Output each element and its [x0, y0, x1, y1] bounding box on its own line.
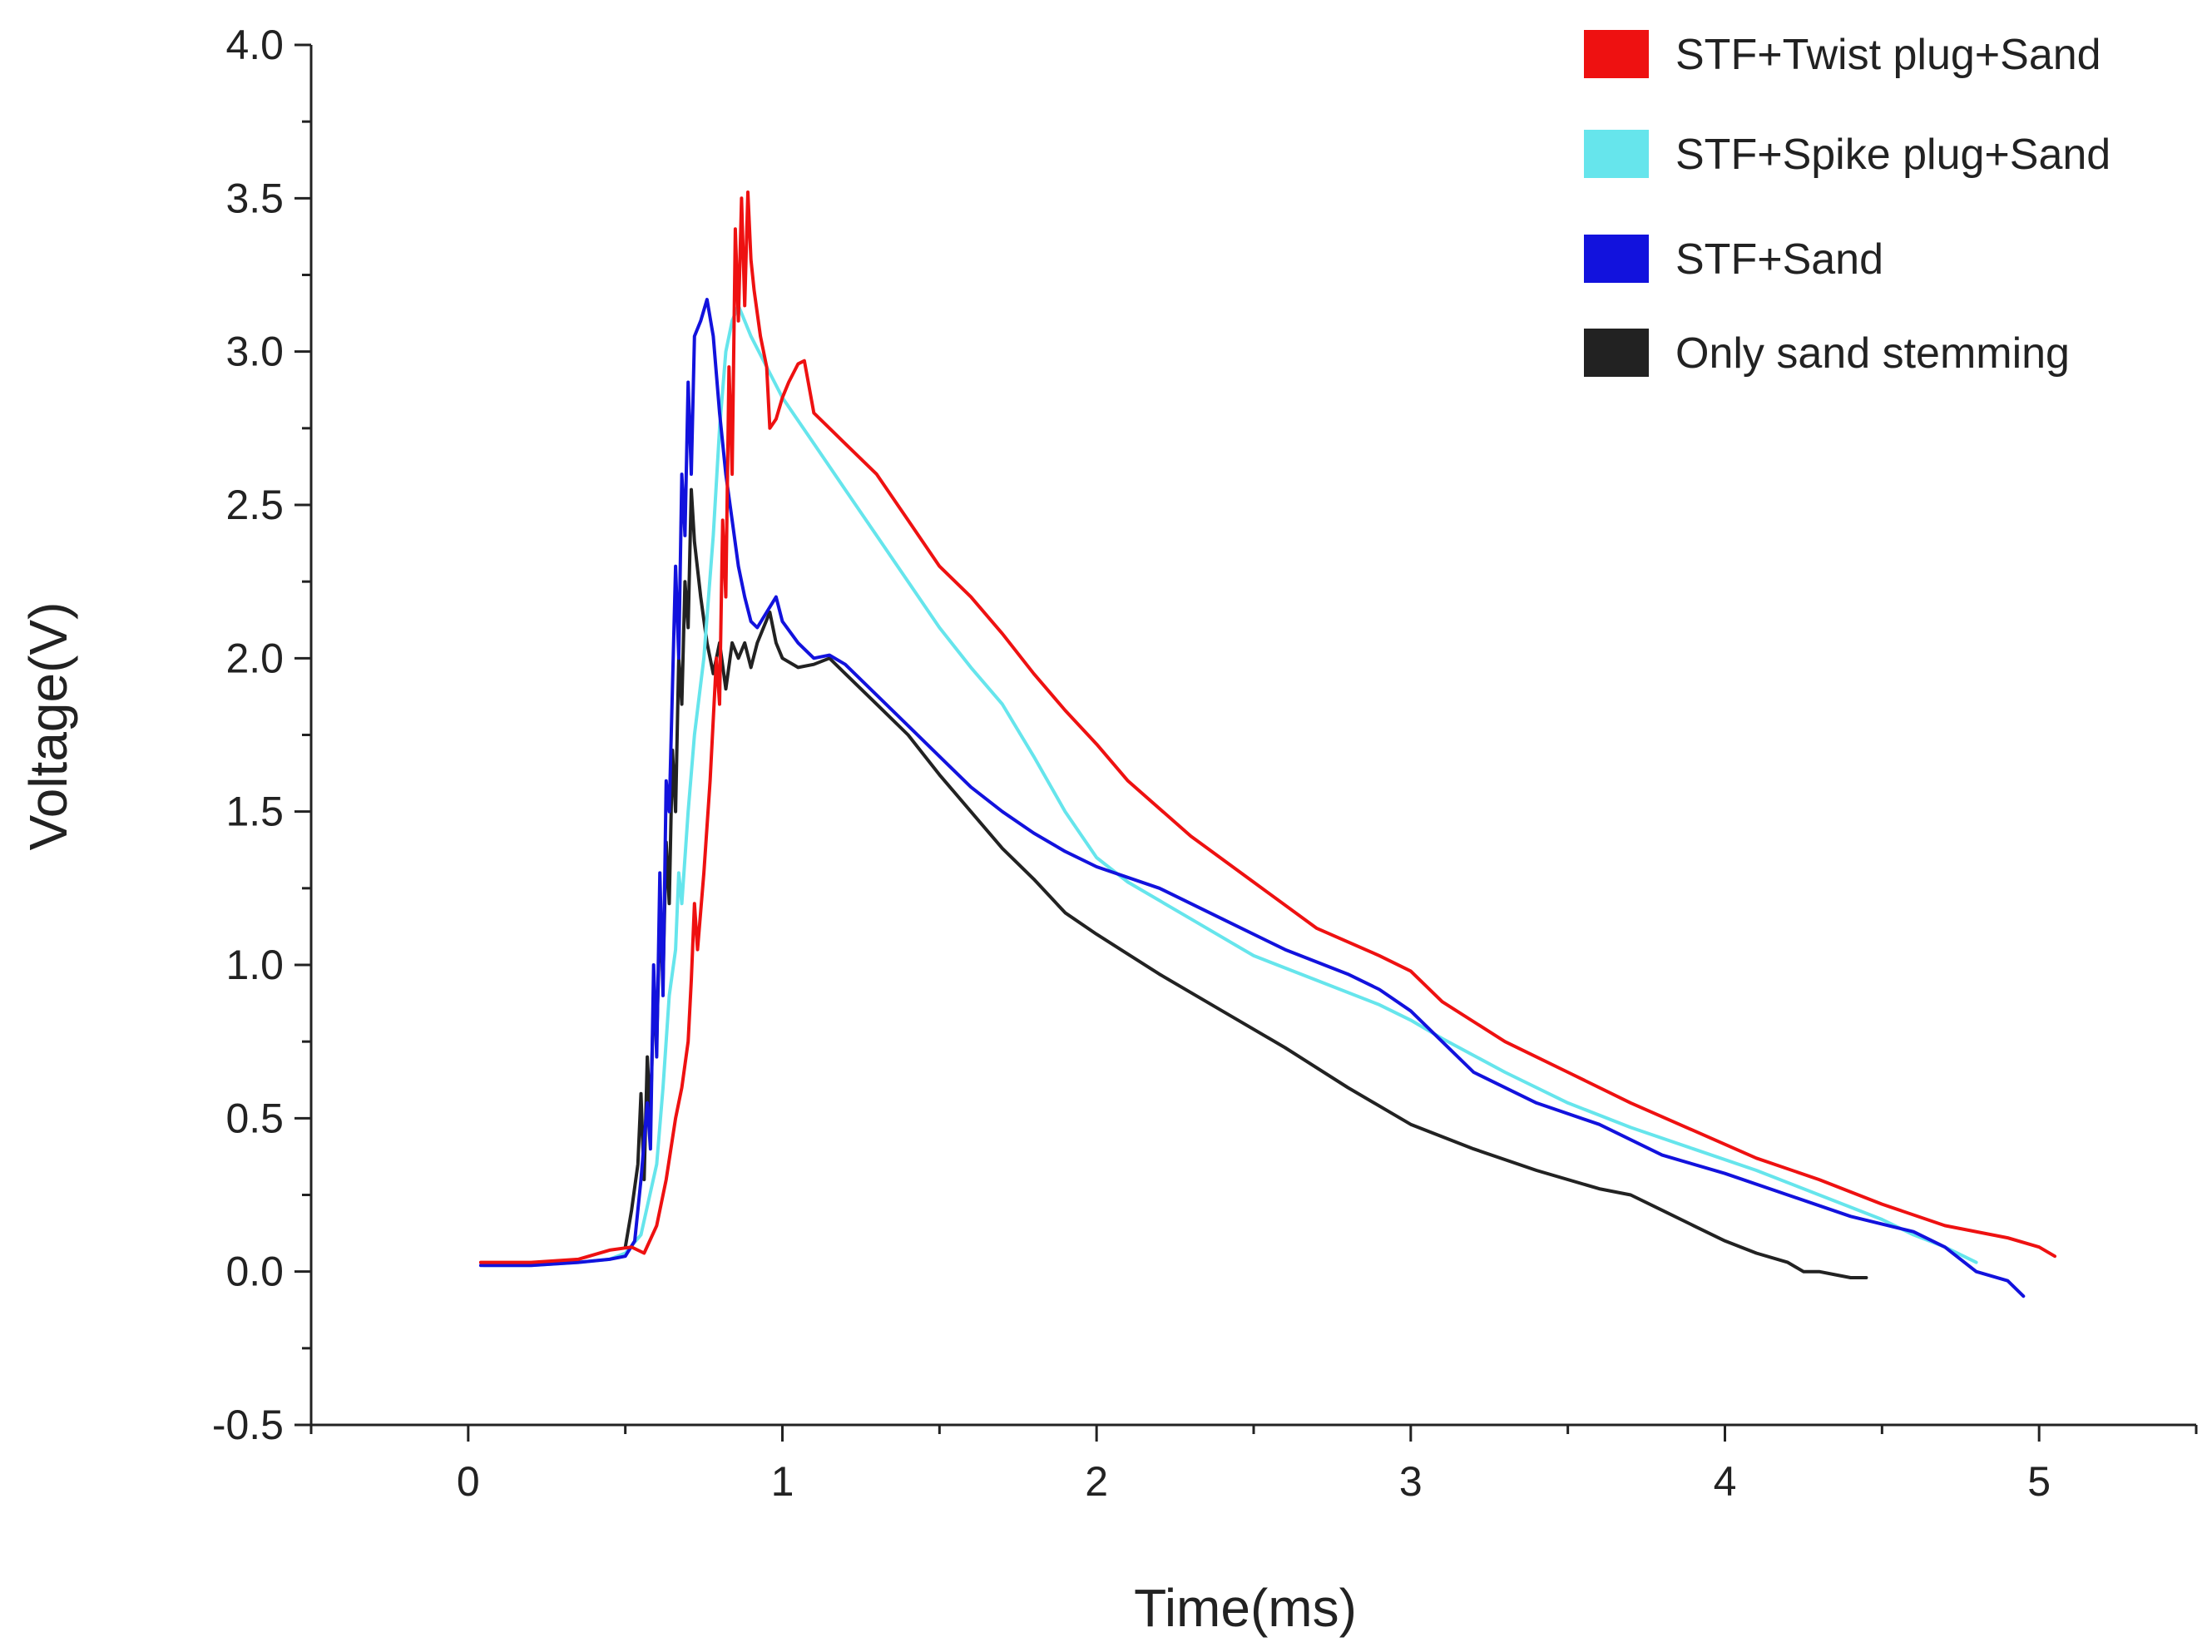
x-tick-label: 2 [1085, 1458, 1108, 1505]
axes [309, 45, 2196, 1427]
y-tick-label: 0.5 [225, 1095, 284, 1141]
x-tick-label: 4 [1714, 1458, 1737, 1505]
legend-label: STF+Spike plug+Sand [1675, 131, 2111, 179]
x-axis-title: Time(ms) [1134, 1578, 1357, 1638]
legend-label: STF+Sand [1675, 235, 1883, 284]
y-tick-label: 1.5 [225, 789, 284, 835]
legend-swatch [1584, 30, 1649, 78]
x-tick-label: 5 [2027, 1458, 2051, 1505]
y-tick-label: 4.0 [225, 22, 284, 68]
y-tick-label: 2.5 [225, 482, 284, 528]
series-lines [478, 190, 2056, 1298]
y-axis-title: Voltage(V) [18, 602, 78, 851]
x-tick-label: 3 [1399, 1458, 1423, 1505]
legend: STF+Twist plug+Sand STF+Spike plug+Sand ST… [1584, 30, 2111, 378]
legend-swatch [1584, 329, 1649, 377]
legend-label: STF+Twist plug+Sand [1675, 31, 2101, 79]
ticks: -0.5 0.0 0.5 1.0 1.5 2.0 2.5 3.0 3.5 4.0 0 1 2 3 4 5 [212, 22, 2198, 1505]
legend-label: Only sand stemming [1675, 329, 2070, 378]
y-tick-label: 3.0 [225, 329, 284, 375]
x-tick-label: 1 [771, 1458, 794, 1505]
series-line-1 [482, 304, 1978, 1268]
legend-swatch [1584, 130, 1649, 178]
y-tick-label: 0.0 [225, 1249, 284, 1295]
y-tick-label: 1.0 [225, 942, 284, 988]
legend-swatch [1584, 235, 1649, 283]
y-tick-label: 2.0 [225, 635, 284, 681]
y-tick-label: -0.5 [212, 1402, 284, 1448]
series-line-0 [478, 190, 2056, 1264]
series-line-2 [478, 298, 2026, 1298]
x-tick-label: 0 [457, 1458, 480, 1505]
y-tick-label: 3.5 [225, 175, 284, 221]
